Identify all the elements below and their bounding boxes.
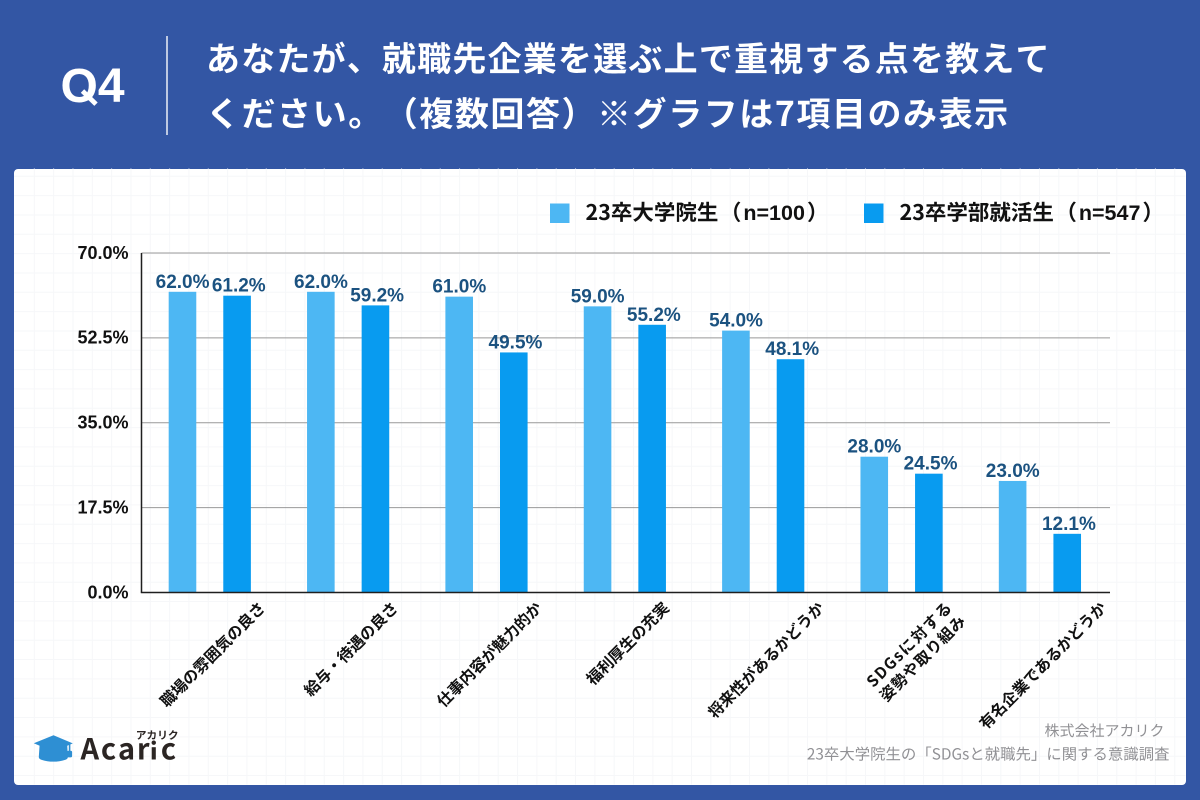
svg-text:17.5%: 17.5%	[77, 497, 128, 517]
svg-text:55.2%: 55.2%	[627, 305, 681, 326]
svg-text:61.0%: 61.0%	[432, 277, 486, 298]
svg-text:24.5%: 24.5%	[904, 454, 958, 475]
svg-text:48.1%: 48.1%	[765, 339, 819, 360]
svg-text:70.0%: 70.0%	[77, 243, 128, 263]
svg-text:61.2%: 61.2%	[212, 276, 266, 297]
svg-text:35.0%: 35.0%	[77, 413, 128, 433]
svg-text:59.2%: 59.2%	[350, 285, 404, 306]
svg-text:52.5%: 52.5%	[77, 328, 128, 348]
svg-text:n=100: n=100	[743, 201, 805, 225]
svg-text:54.0%: 54.0%	[709, 311, 763, 332]
svg-text:62.0%: 62.0%	[156, 272, 210, 293]
svg-text:62.0%: 62.0%	[294, 272, 348, 293]
svg-text:23.0%: 23.0%	[986, 461, 1040, 482]
svg-text:12.1%: 12.1%	[1042, 514, 1096, 535]
svg-text:49.5%: 49.5%	[489, 332, 543, 353]
svg-text:n=547: n=547	[1079, 201, 1141, 225]
svg-text:28.0%: 28.0%	[847, 437, 901, 458]
svg-text:59.0%: 59.0%	[571, 286, 625, 307]
svg-text:O4: O4	[61, 60, 125, 113]
svg-text:0.0%: 0.0%	[87, 582, 128, 602]
